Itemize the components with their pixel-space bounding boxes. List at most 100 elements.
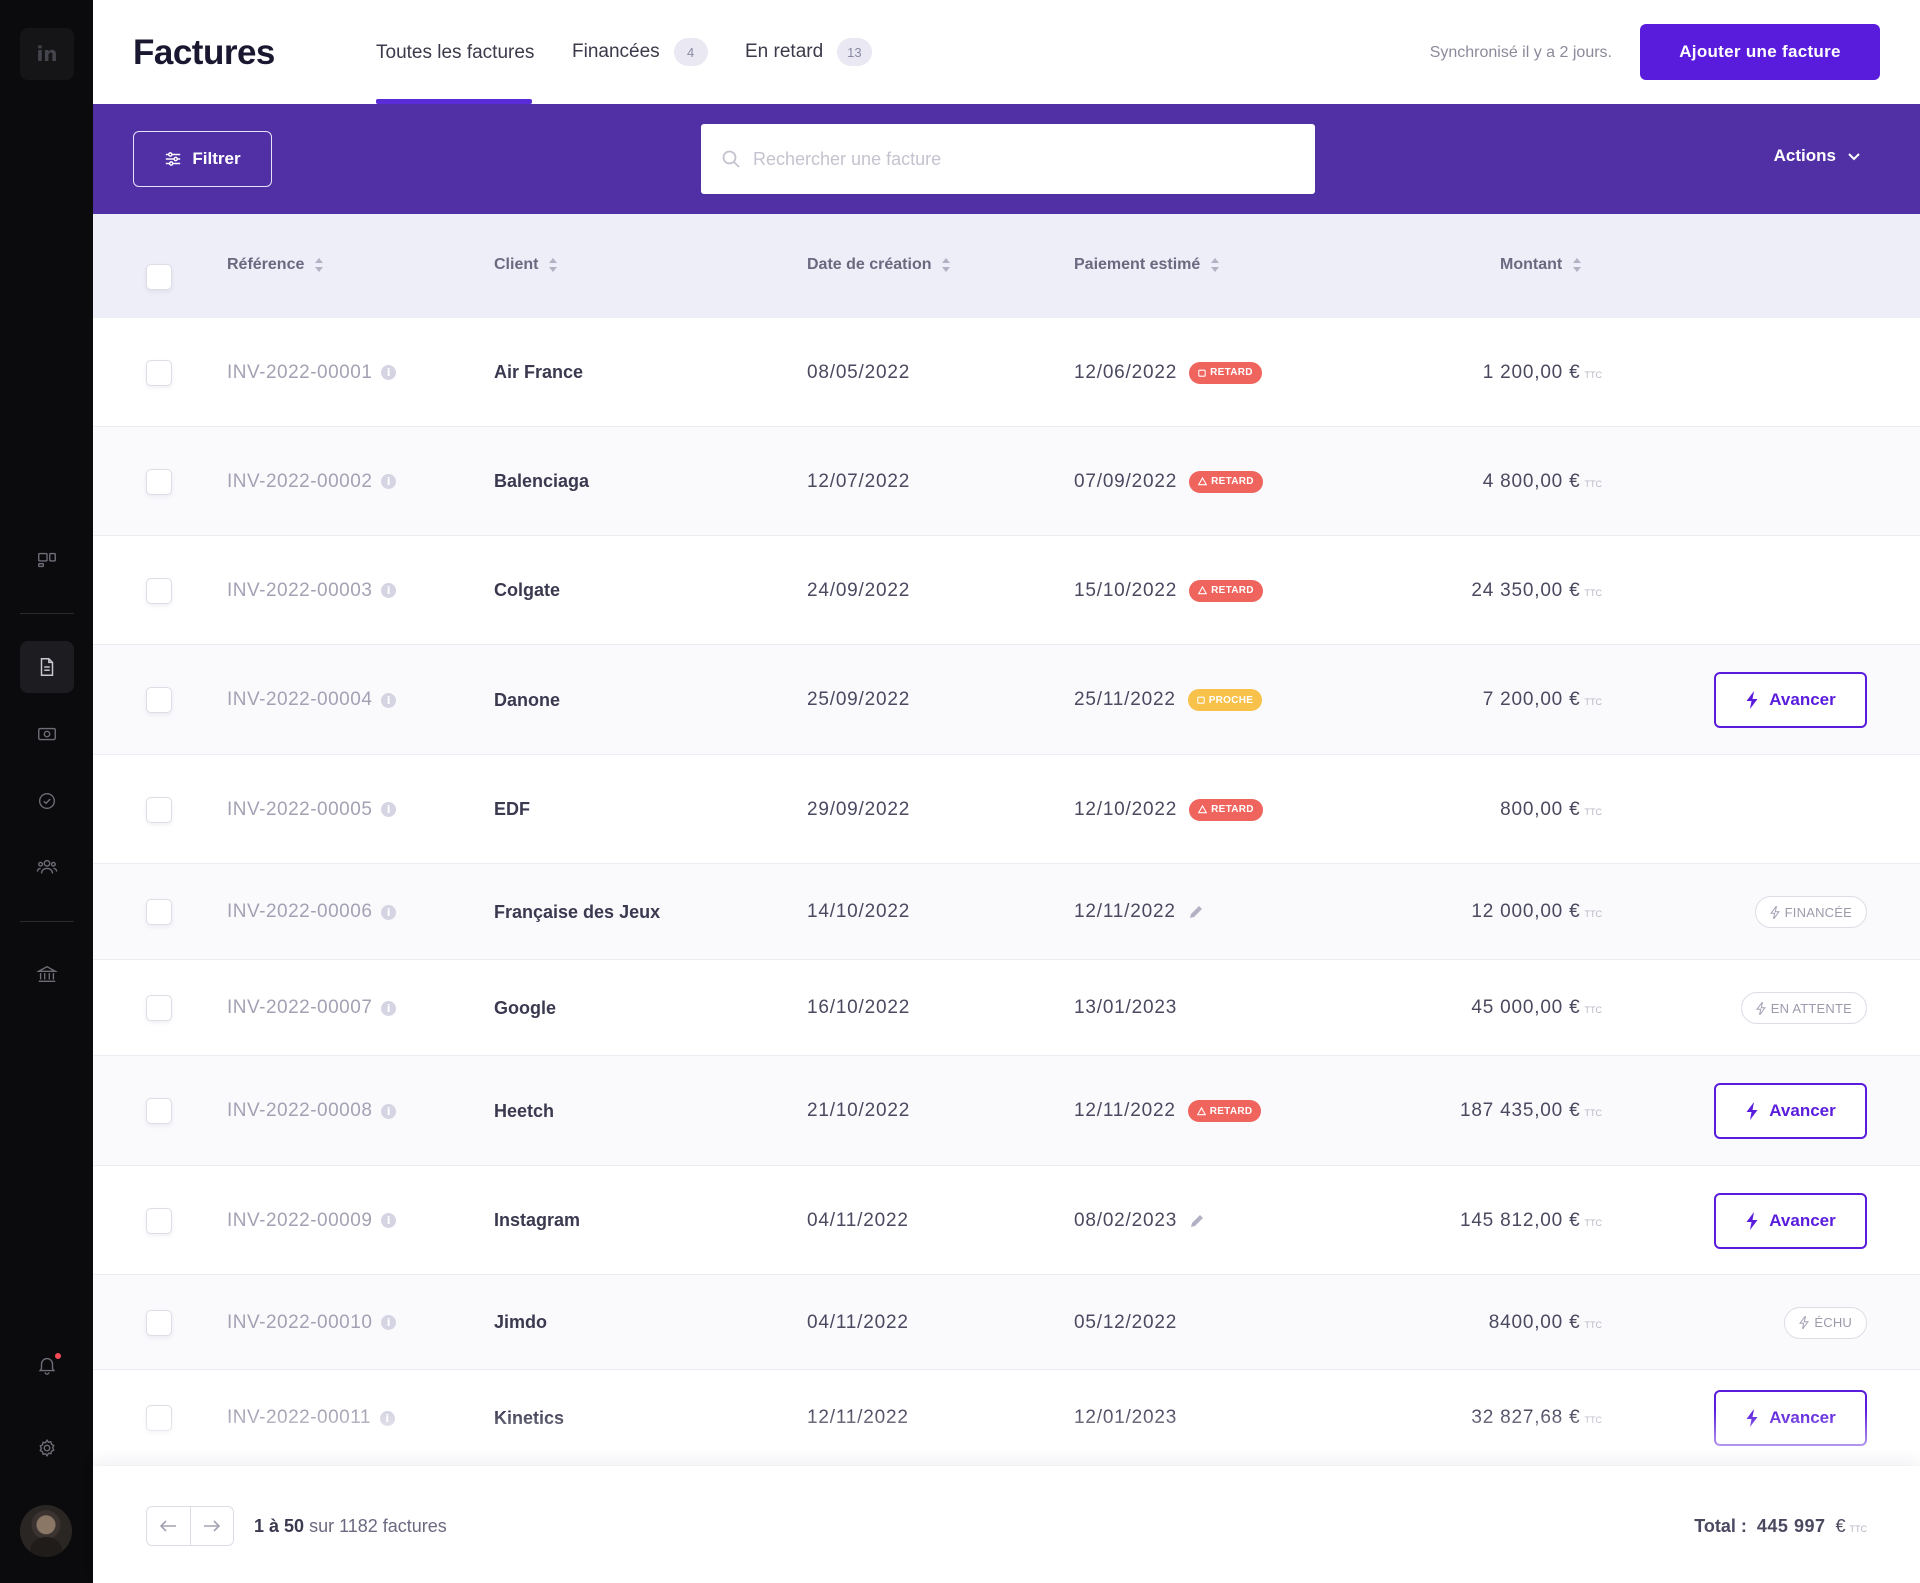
column-header-created[interactable]: Date de création — [807, 256, 951, 274]
select-all-checkbox[interactable] — [146, 264, 172, 290]
advance-button[interactable]: Avancer — [1714, 672, 1867, 728]
invoice-reference[interactable]: INV-2022-00001 i — [227, 361, 397, 385]
search-input[interactable] — [753, 148, 1315, 170]
payment-date-text: 13/01/2023 — [1074, 997, 1178, 1018]
row-checkbox[interactable] — [146, 995, 172, 1021]
info-icon[interactable]: i — [381, 904, 397, 920]
invoice-reference[interactable]: INV-2022-00009 i — [227, 1209, 397, 1233]
row-checkbox[interactable] — [146, 359, 172, 386]
advance-button[interactable]: Avancer — [1714, 1390, 1867, 1446]
invoice-reference[interactable]: INV-2022-00003 i — [227, 579, 397, 603]
row-checkbox[interactable] — [146, 899, 172, 925]
toolbar: Filtrer Actions — [93, 104, 1920, 214]
info-icon[interactable]: i — [379, 1410, 395, 1426]
row-checkbox[interactable] — [146, 1207, 172, 1234]
column-header-reference[interactable]: Référence — [227, 256, 324, 274]
invoice-reference[interactable]: INV-2022-00010 i — [227, 1311, 397, 1335]
users-icon[interactable] — [20, 841, 74, 893]
pagination-total: sur 1182 factures — [309, 1516, 447, 1536]
client-name: Heetch — [494, 1100, 555, 1121]
invoice-amount: 1 200,00 € TTC — [1483, 361, 1602, 385]
row-checkbox[interactable] — [146, 468, 172, 495]
badge-label: RETARD — [1211, 476, 1254, 487]
active-tab-indicator — [376, 99, 532, 104]
row-checkbox[interactable] — [146, 687, 172, 713]
pencil-icon[interactable] — [1189, 1213, 1205, 1229]
reference-text: INV-2022-00004 — [227, 689, 373, 710]
invoice-reference[interactable]: INV-2022-00004 i — [227, 688, 397, 712]
invoice-reference[interactable]: INV-2022-00008 i — [227, 1099, 397, 1123]
creation-date: 21/10/2022 — [807, 1100, 911, 1121]
table-row[interactable]: INV-2022-00006 i Française des Jeux 14/10… — [93, 864, 1920, 960]
table-row[interactable]: INV-2022-00009 i Instagram 04/11/2022 08/0… — [93, 1166, 1920, 1275]
row-checkbox[interactable] — [146, 577, 172, 604]
table-row[interactable]: INV-2022-00010 i Jimdo 04/11/2022 05/12/20… — [93, 1275, 1920, 1370]
amount-value: 800,00 € — [1500, 798, 1581, 820]
advance-label: Avancer — [1769, 1101, 1836, 1120]
payment-date-text: 12/11/2022 — [1074, 1100, 1176, 1121]
table-row[interactable]: INV-2022-00008 i Heetch 21/10/2022 12/11/2… — [93, 1056, 1920, 1166]
next-page-button[interactable] — [189, 1507, 234, 1545]
tab-financed[interactable]: Financées 4 — [572, 38, 708, 66]
info-icon[interactable]: i — [381, 1213, 397, 1228]
pencil-icon[interactable] — [1188, 904, 1204, 920]
invoice-reference[interactable]: INV-2022-00006 i — [227, 900, 397, 924]
invoice-reference[interactable]: INV-2022-00011 i — [227, 1406, 395, 1430]
invoice-amount: 8400,00 € TTC — [1489, 1311, 1602, 1335]
app-logo[interactable]: in — [20, 28, 74, 80]
count-badge: 13 — [837, 38, 872, 66]
count-badge: 4 — [673, 38, 708, 66]
gear-icon[interactable] — [20, 1422, 74, 1474]
info-icon[interactable]: i — [381, 692, 397, 708]
table-row[interactable]: INV-2022-00011 i Kinetics 12/11/2022 12/01… — [93, 1370, 1920, 1466]
tab-late[interactable]: En retard 13 — [745, 38, 872, 66]
table-row[interactable]: INV-2022-00002 i Balenciaga 12/07/2022 07/… — [93, 427, 1920, 536]
invoice-reference[interactable]: INV-2022-00005 i — [227, 798, 397, 822]
estimated-payment: 05/12/2022 — [1074, 1311, 1177, 1335]
info-icon[interactable]: i — [381, 1103, 397, 1119]
table-row[interactable]: INV-2022-00004 i Danone 25/09/2022 25/11/2… — [93, 645, 1920, 755]
info-icon[interactable]: i — [381, 1315, 397, 1330]
table-row[interactable]: INV-2022-00003 i Colgate 24/09/2022 15/10/… — [93, 536, 1920, 645]
info-icon[interactable]: i — [381, 583, 397, 598]
row-checkbox[interactable] — [146, 1098, 172, 1124]
table-row[interactable]: INV-2022-00001 i Air France 08/05/2022 12/… — [93, 318, 1920, 427]
info-icon[interactable]: i — [381, 1000, 397, 1016]
warning-icon — [1198, 805, 1208, 814]
bank-icon[interactable] — [20, 948, 74, 1000]
row-checkbox[interactable] — [146, 1405, 172, 1431]
avatar[interactable] — [20, 1505, 72, 1557]
invoice-icon[interactable] — [20, 641, 74, 693]
check-circle-icon[interactable] — [20, 775, 74, 827]
tab-all-invoices[interactable]: Toutes les factures — [376, 42, 534, 64]
advance-button[interactable]: Avancer — [1714, 1192, 1867, 1249]
info-icon[interactable]: i — [381, 802, 397, 817]
advance-button[interactable]: Avancer — [1714, 1083, 1867, 1139]
column-header-payment[interactable]: Paiement estimé — [1074, 256, 1220, 274]
top-header: Factures Toutes les factures Financées 4… — [93, 0, 1920, 104]
payment-date-text: 12/10/2022 — [1074, 798, 1178, 820]
invoice-amount: 145 812,00 € TTC — [1460, 1209, 1602, 1233]
lightning-icon — [1769, 905, 1780, 919]
previous-page-button[interactable] — [147, 1507, 190, 1545]
table-row[interactable]: INV-2022-00007 i Google 16/10/2022 13/01/2… — [93, 960, 1920, 1056]
column-header-client[interactable]: Client — [494, 256, 558, 274]
row-checkbox[interactable] — [146, 796, 172, 823]
filter-button[interactable]: Filtrer — [133, 131, 272, 187]
estimated-payment: 12/06/2022 RETARD — [1074, 361, 1262, 385]
bell-icon[interactable] — [20, 1339, 74, 1391]
table-row[interactable]: INV-2022-00005 i EDF 29/09/2022 12/10/2022… — [93, 755, 1920, 864]
estimated-payment: 12/01/2023 — [1074, 1406, 1177, 1430]
info-icon[interactable]: i — [381, 474, 397, 489]
money-icon[interactable] — [20, 708, 74, 760]
invoice-reference[interactable]: INV-2022-00002 i — [227, 470, 397, 494]
column-header-amount[interactable]: Montant — [1500, 256, 1582, 274]
invoice-reference[interactable]: INV-2022-00007 i — [227, 996, 397, 1020]
add-invoice-button[interactable]: Ajouter une facture — [1640, 24, 1880, 80]
row-checkbox[interactable] — [146, 1309, 172, 1336]
status-label: FINANCÉE — [1784, 904, 1852, 920]
info-icon[interactable]: i — [381, 365, 397, 380]
dashboard-icon[interactable] — [20, 534, 74, 586]
retard-badge: RETARD — [1189, 579, 1263, 602]
actions-dropdown[interactable]: Actions — [1774, 146, 1862, 166]
